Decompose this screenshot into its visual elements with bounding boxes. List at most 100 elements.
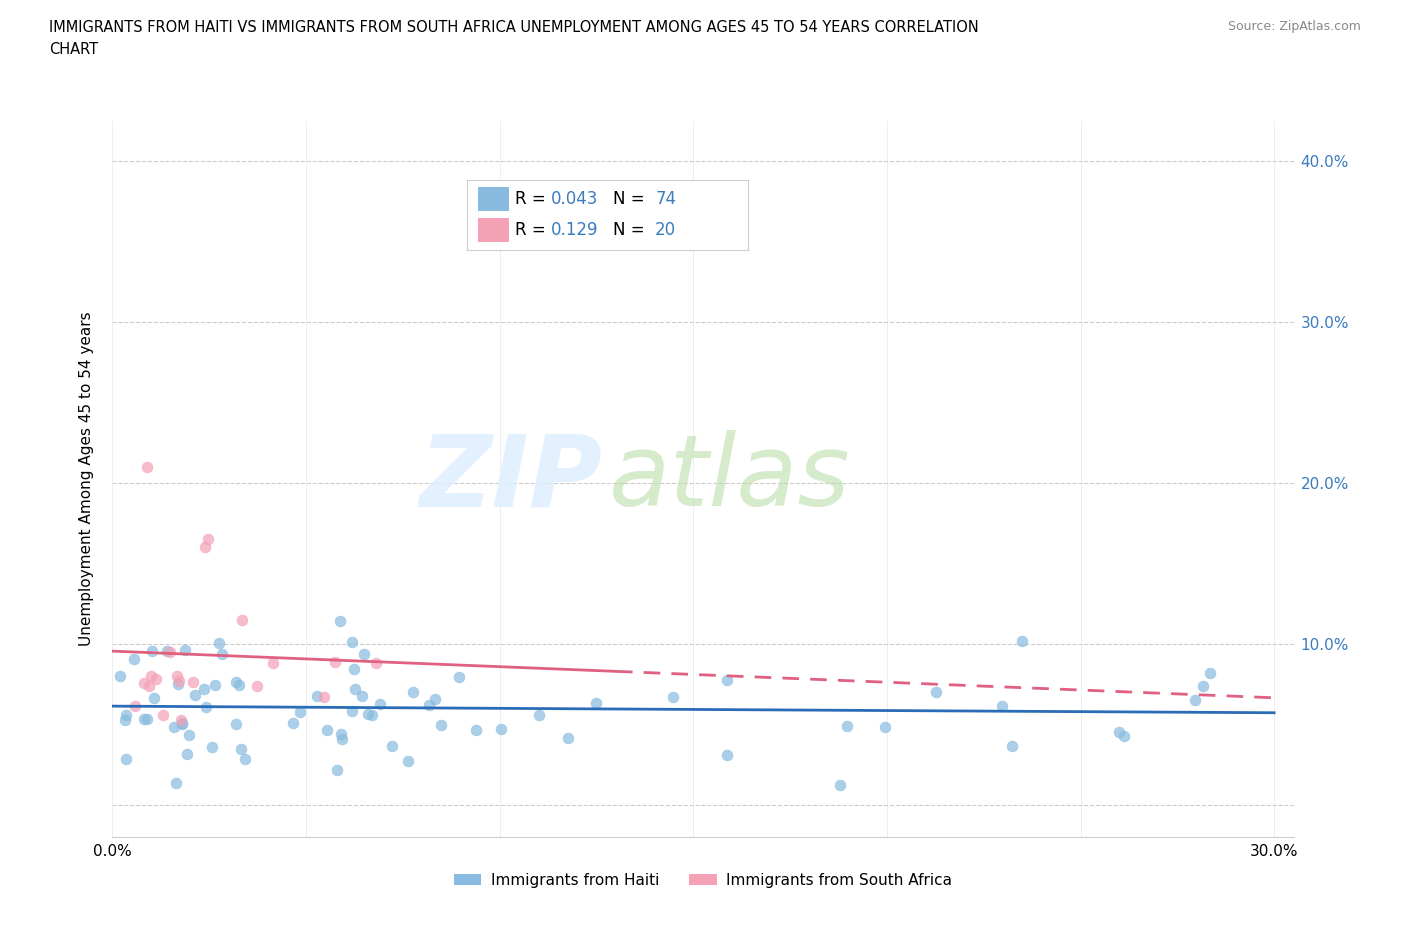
Point xyxy=(141,644,163,658)
Point xyxy=(307,689,329,704)
Point xyxy=(342,703,364,718)
Point xyxy=(211,646,233,661)
Text: 20: 20 xyxy=(655,221,676,239)
Bar xyxy=(478,187,509,211)
Point xyxy=(423,692,446,707)
Point xyxy=(396,753,419,768)
Text: 74: 74 xyxy=(655,190,676,208)
Point xyxy=(585,696,607,711)
Point xyxy=(381,738,404,753)
Point xyxy=(122,652,145,667)
Point xyxy=(155,644,177,658)
Point xyxy=(418,698,440,712)
Point xyxy=(231,741,253,756)
Point xyxy=(326,762,349,777)
Point xyxy=(115,751,138,766)
Point xyxy=(181,674,204,689)
Point xyxy=(136,459,159,474)
Text: N =: N = xyxy=(613,190,650,208)
Point xyxy=(925,684,948,699)
Point xyxy=(1112,729,1135,744)
Point xyxy=(343,661,366,676)
Point xyxy=(716,672,738,687)
Point xyxy=(357,706,380,721)
Point xyxy=(364,656,387,671)
Point xyxy=(165,776,187,790)
Text: atlas: atlas xyxy=(609,431,851,527)
Text: ZIP: ZIP xyxy=(419,431,603,527)
Point xyxy=(145,671,167,686)
Point xyxy=(837,719,859,734)
Point xyxy=(194,699,217,714)
Point xyxy=(115,708,138,723)
Point xyxy=(830,777,852,792)
Point xyxy=(174,643,197,658)
Point xyxy=(402,684,425,699)
Point xyxy=(225,674,247,689)
Point xyxy=(1108,725,1130,740)
Point xyxy=(465,723,488,737)
Point xyxy=(1001,738,1024,753)
Point xyxy=(200,740,222,755)
Text: Source: ZipAtlas.com: Source: ZipAtlas.com xyxy=(1227,20,1361,33)
Point xyxy=(350,688,373,703)
Point xyxy=(114,712,136,727)
Point xyxy=(132,675,155,690)
Point xyxy=(172,715,194,730)
Point xyxy=(716,748,738,763)
Point xyxy=(193,682,215,697)
Point xyxy=(246,678,269,693)
Point xyxy=(430,718,453,733)
Point xyxy=(169,673,191,688)
Point xyxy=(353,646,375,661)
Point xyxy=(1191,678,1213,693)
Point xyxy=(177,728,200,743)
Point xyxy=(991,698,1014,713)
Legend: Immigrants from Haiti, Immigrants from South Africa: Immigrants from Haiti, Immigrants from S… xyxy=(447,867,959,894)
Point xyxy=(134,711,156,726)
Point xyxy=(108,668,131,683)
Text: R =: R = xyxy=(515,221,555,239)
Point xyxy=(283,715,305,730)
Text: N =: N = xyxy=(613,221,650,239)
Point xyxy=(138,679,160,694)
Point xyxy=(1198,665,1220,680)
Point xyxy=(152,708,174,723)
Point xyxy=(172,716,194,731)
Text: 0.129: 0.129 xyxy=(551,221,599,239)
Text: R =: R = xyxy=(515,190,551,208)
Point xyxy=(368,697,391,711)
Point xyxy=(163,720,186,735)
Point xyxy=(1184,693,1206,708)
Point xyxy=(167,677,190,692)
Point xyxy=(228,678,250,693)
Point xyxy=(661,689,683,704)
Point xyxy=(329,613,352,628)
Point xyxy=(323,654,346,669)
Point xyxy=(360,707,382,722)
Point xyxy=(875,720,897,735)
Point xyxy=(447,669,470,684)
Point xyxy=(312,689,335,704)
Text: IMMIGRANTS FROM HAITI VS IMMIGRANTS FROM SOUTH AFRICA UNEMPLOYMENT AMONG AGES 45: IMMIGRANTS FROM HAITI VS IMMIGRANTS FROM… xyxy=(49,20,979,35)
Point xyxy=(135,712,157,727)
Point xyxy=(262,656,284,671)
Point xyxy=(231,612,253,627)
Y-axis label: Unemployment Among Ages 45 to 54 years: Unemployment Among Ages 45 to 54 years xyxy=(79,312,94,646)
Point xyxy=(330,727,353,742)
Point xyxy=(184,687,207,702)
Point xyxy=(557,730,579,745)
Bar xyxy=(478,219,509,242)
Point xyxy=(194,540,217,555)
Point xyxy=(330,731,353,746)
Point xyxy=(316,723,339,737)
Point xyxy=(344,682,367,697)
Point xyxy=(288,705,311,720)
Point xyxy=(159,644,181,659)
Text: 0.043: 0.043 xyxy=(551,190,599,208)
Point xyxy=(166,669,188,684)
Point xyxy=(340,635,363,650)
Point xyxy=(170,713,193,728)
Point xyxy=(143,691,166,706)
Point xyxy=(197,532,219,547)
